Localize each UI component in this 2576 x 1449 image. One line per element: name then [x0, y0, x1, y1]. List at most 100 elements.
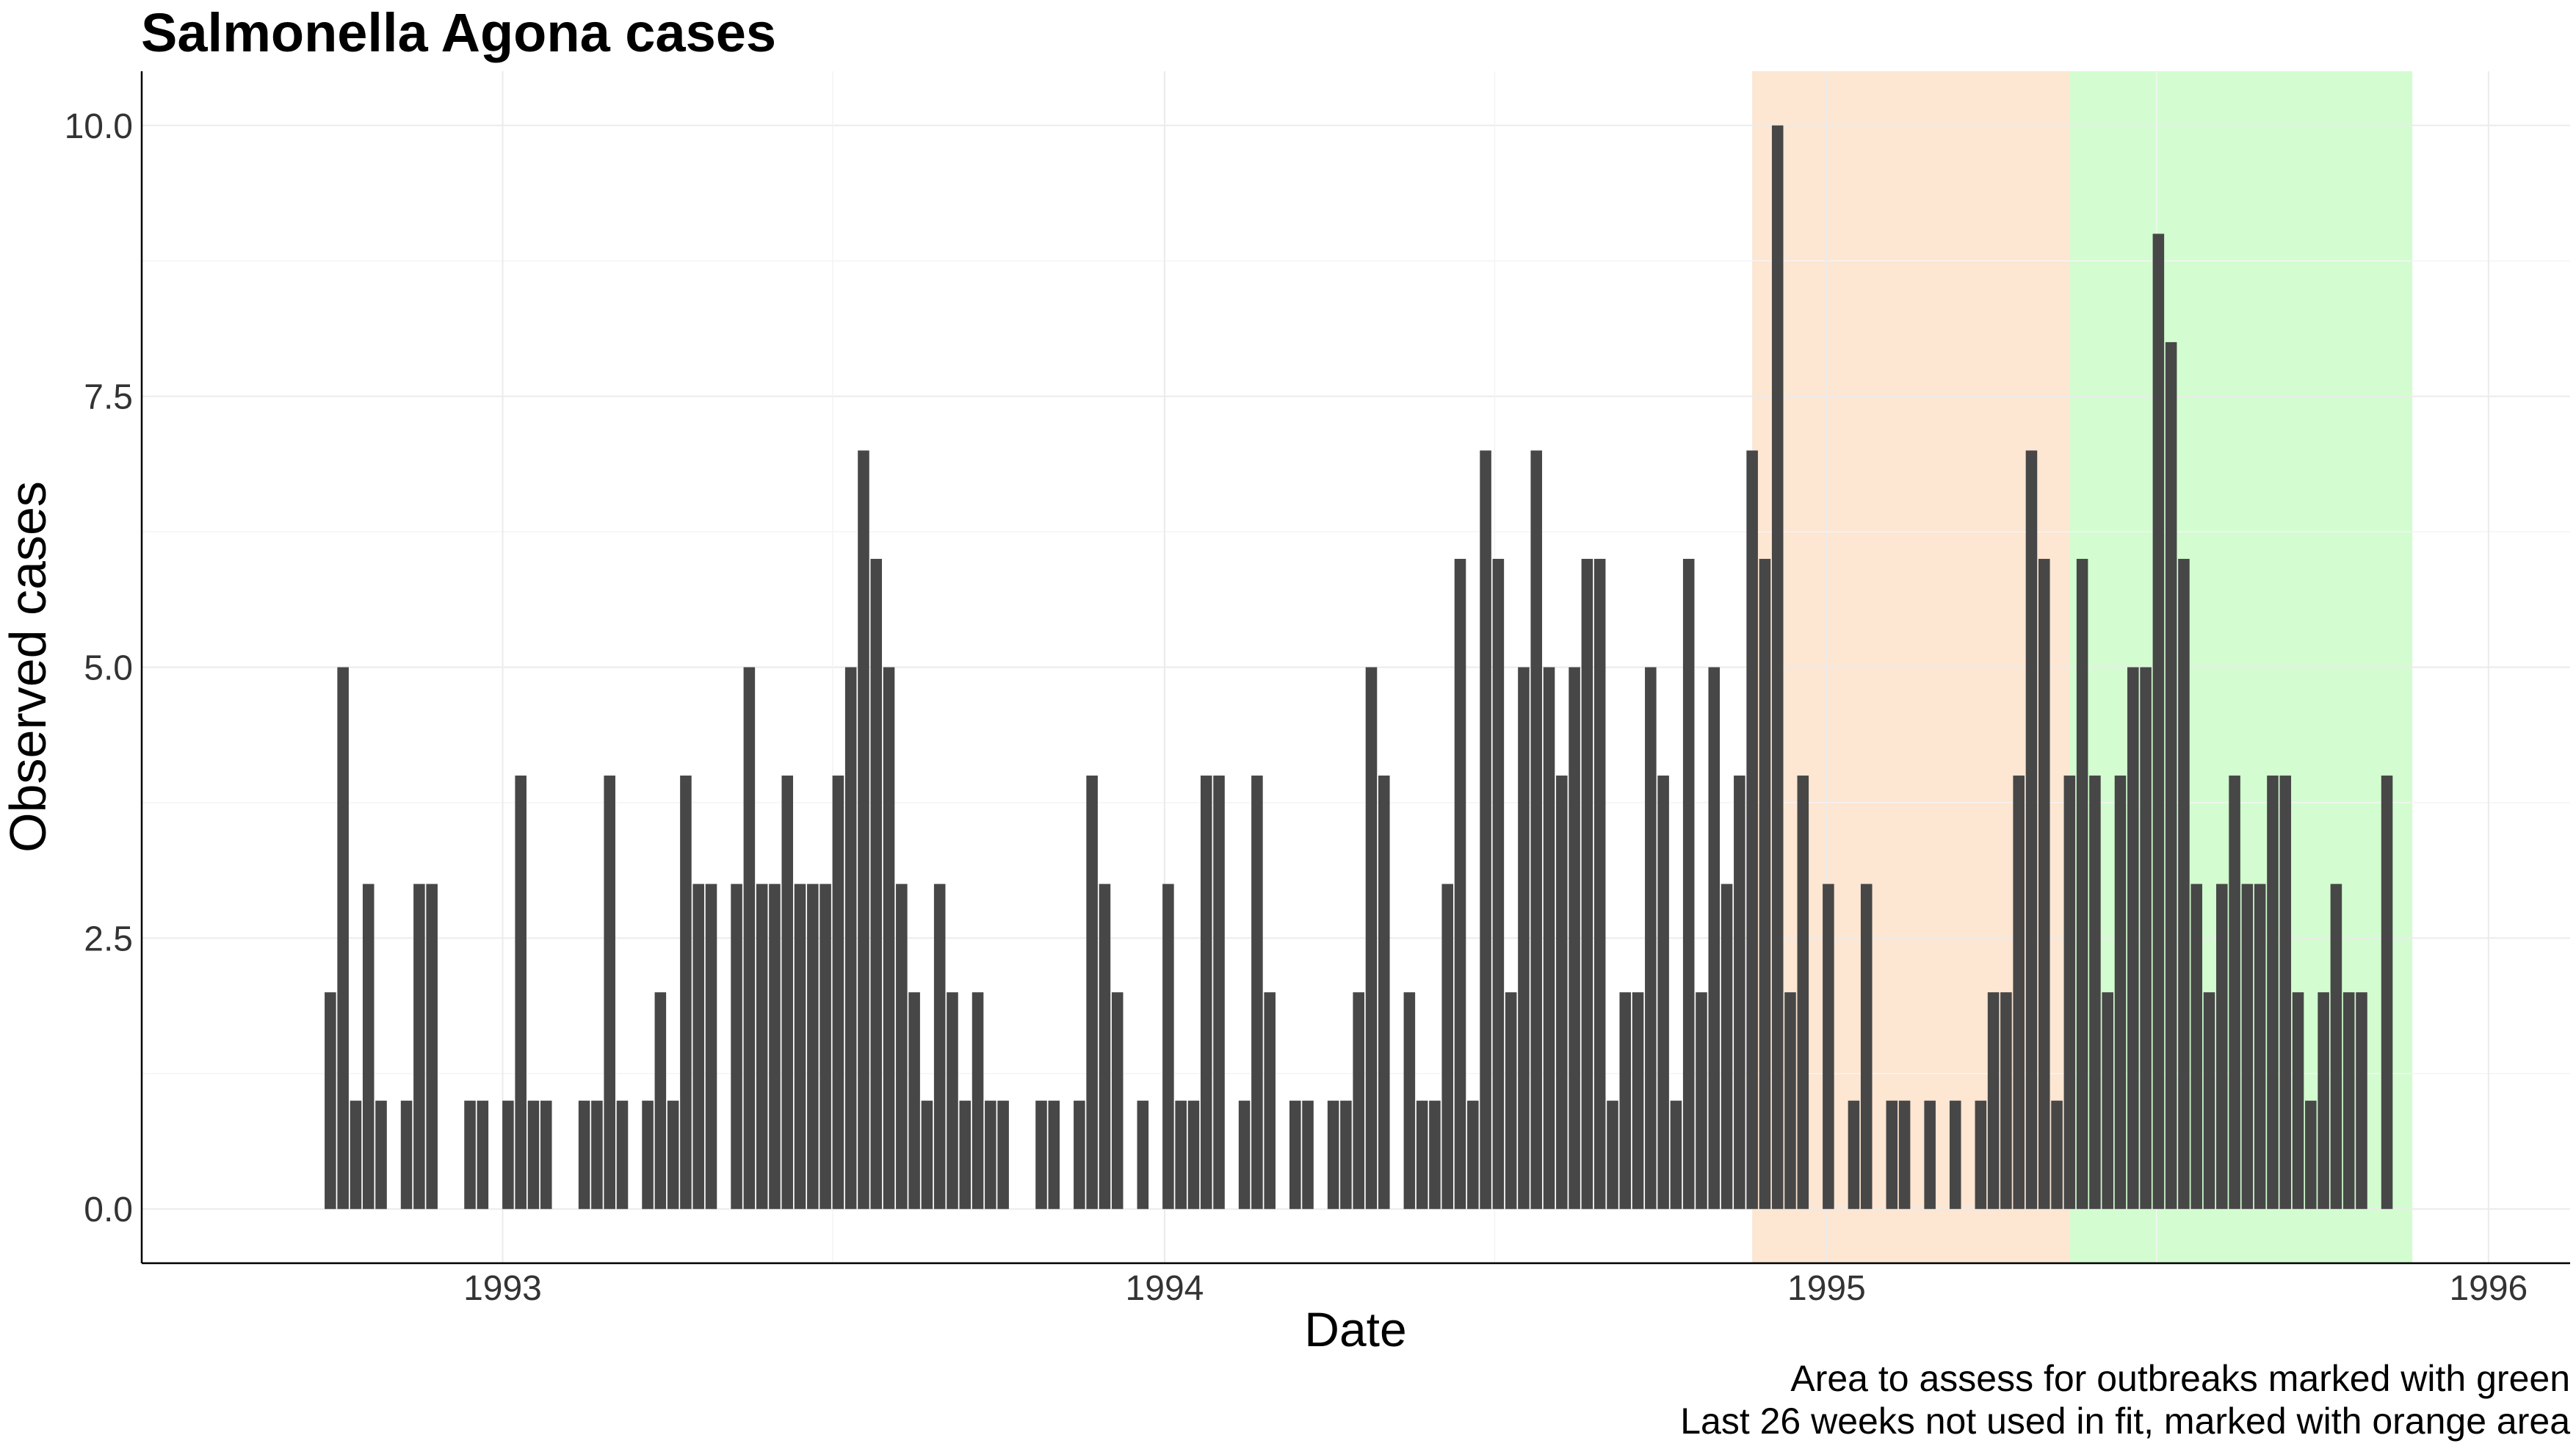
bar	[2267, 776, 2279, 1210]
bar	[692, 884, 704, 1210]
y-tick-labels: 0.0 2.5 5.0 7.5 10.0	[65, 107, 133, 1229]
bar	[1086, 776, 1098, 1210]
bar	[1518, 667, 1530, 1210]
bar	[2051, 1100, 2063, 1210]
bar	[1746, 450, 1758, 1210]
bar	[1975, 1100, 1987, 1210]
bar	[1048, 1100, 1060, 1210]
x-tick-labels: 1993 1994 1995 1996	[463, 1269, 2528, 1308]
bar	[1734, 776, 1745, 1210]
bar	[807, 884, 819, 1210]
x-axis-label: Date	[1304, 1302, 1406, 1356]
bar	[1645, 667, 1657, 1210]
bar	[1200, 776, 1212, 1210]
bar	[325, 992, 336, 1210]
bar	[1213, 776, 1225, 1210]
bar	[1860, 884, 1873, 1210]
bar	[2330, 884, 2342, 1210]
bar	[1429, 1100, 1441, 1210]
bar	[1403, 992, 1416, 1210]
bar	[1797, 776, 1809, 1210]
x-tick-label: 1993	[463, 1269, 542, 1308]
bar	[2342, 992, 2355, 1210]
bar	[642, 1100, 654, 1210]
bar	[1505, 992, 1517, 1210]
bar	[985, 1100, 996, 1210]
bar	[1708, 667, 1721, 1210]
bar	[2165, 342, 2177, 1210]
bar	[883, 667, 895, 1210]
bar	[1353, 992, 1364, 1210]
bar	[1111, 992, 1124, 1210]
bar	[667, 1100, 679, 1210]
bar	[426, 884, 438, 1210]
bar	[858, 450, 869, 1210]
bar	[464, 1100, 476, 1210]
bar	[731, 884, 742, 1210]
bar	[997, 1100, 1009, 1210]
bar	[2178, 558, 2190, 1210]
bar	[2203, 992, 2215, 1210]
bar	[1187, 1100, 1200, 1210]
bar	[2038, 558, 2050, 1210]
bar	[1492, 558, 1505, 1210]
bar	[1327, 1100, 1339, 1210]
bar	[1721, 884, 1733, 1210]
bar	[1670, 1100, 1682, 1210]
bar	[502, 1100, 514, 1210]
x-tick-label: 1994	[1126, 1269, 1204, 1308]
bar	[1441, 884, 1454, 1210]
bar	[1696, 992, 1707, 1210]
bar	[1823, 884, 1834, 1210]
bars	[325, 125, 2393, 1210]
bar	[413, 884, 425, 1210]
bar	[844, 667, 857, 1210]
bar	[375, 1100, 387, 1210]
bar	[527, 1100, 540, 1210]
y-tick-label: 0.0	[84, 1190, 133, 1229]
bar	[743, 667, 756, 1210]
x-tick-label: 1995	[1787, 1269, 1866, 1308]
bar	[1784, 992, 1796, 1210]
bar	[2356, 992, 2367, 1210]
caption-line-2: Last 26 weeks not used in fit, marked wi…	[1680, 1401, 2570, 1442]
bar	[1581, 558, 1593, 1210]
bar	[2127, 667, 2139, 1210]
y-tick-label: 2.5	[84, 919, 133, 958]
x-tick-label: 1996	[2449, 1269, 2528, 1308]
bar	[1035, 1100, 1047, 1210]
bar	[1886, 1100, 1898, 1210]
bar	[680, 776, 692, 1210]
bar	[654, 992, 667, 1210]
bar	[2254, 884, 2266, 1210]
bar	[1619, 992, 1632, 1210]
bar	[540, 1100, 552, 1210]
bar	[921, 1100, 933, 1210]
bar	[2114, 776, 2127, 1210]
bar	[2089, 776, 2101, 1210]
bar	[2190, 884, 2203, 1210]
bar	[1238, 1100, 1251, 1210]
bar	[1378, 776, 1390, 1210]
bar	[2140, 667, 2152, 1210]
bar	[2063, 776, 2076, 1210]
bar	[1302, 1100, 1314, 1210]
bar	[477, 1100, 489, 1210]
caption-line-1: Area to assess for outbreaks marked with…	[1790, 1358, 2570, 1399]
bar	[1898, 1100, 1911, 1210]
bar	[2318, 992, 2329, 1210]
bar	[1099, 884, 1111, 1210]
bar	[1251, 776, 1263, 1210]
y-tick-label: 10.0	[65, 107, 133, 146]
bar	[2000, 992, 2012, 1210]
bar	[1848, 1100, 1860, 1210]
bar	[350, 1100, 362, 1210]
bar	[1632, 992, 1644, 1210]
bar	[1480, 450, 1491, 1210]
bar	[1416, 1100, 1428, 1210]
bar	[1340, 1100, 1352, 1210]
bar	[1924, 1100, 1936, 1210]
bar	[1289, 1100, 1301, 1210]
bar	[2102, 992, 2113, 1210]
bar	[2305, 1100, 2317, 1210]
